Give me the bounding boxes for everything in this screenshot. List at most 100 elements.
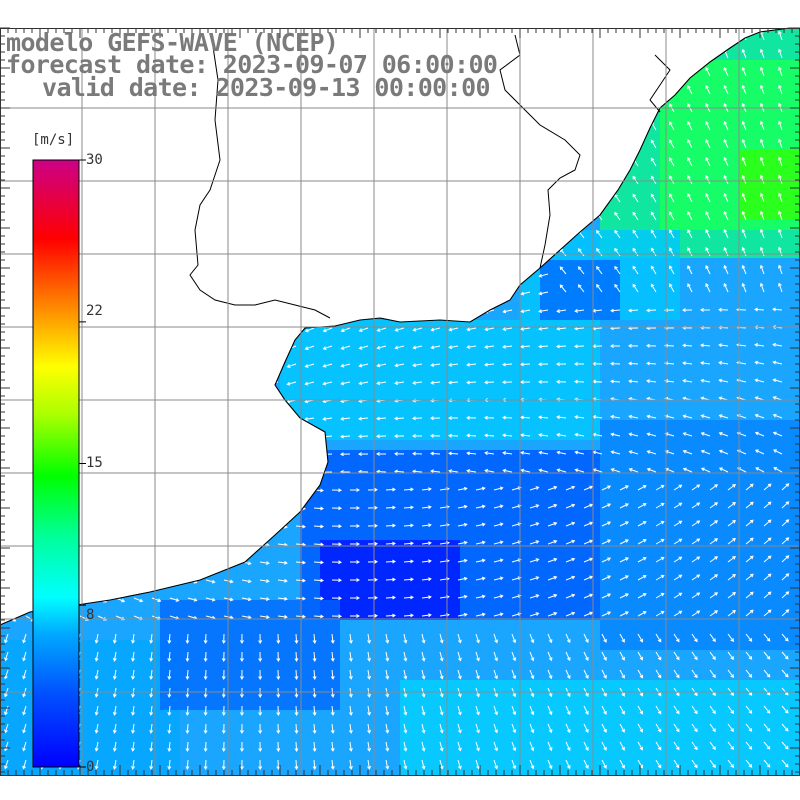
wind-arrow [727, 705, 734, 714]
wind-arrow [632, 193, 639, 203]
wind-arrow [687, 121, 693, 131]
wind-arrow [772, 342, 783, 347]
wind-arrow [745, 741, 753, 750]
forecast-date: forecast date: 2023-09-07 06:00:00 [6, 50, 498, 79]
wind-arrow [520, 344, 531, 349]
wind-arrow [475, 576, 486, 581]
wind-arrow [149, 633, 154, 644]
wind-arrow [221, 669, 226, 680]
wind-arrow [705, 157, 711, 167]
wind-arrow [601, 557, 612, 563]
wind-arrow [687, 193, 693, 203]
wind-arrow [529, 576, 540, 581]
wind-arrow [614, 211, 621, 221]
wind-arrow [628, 432, 639, 437]
wind-arrow [439, 705, 444, 716]
wind-arrow [646, 467, 657, 473]
wind-arrow [687, 211, 693, 221]
wind-arrow [772, 360, 783, 365]
wind-arrow [682, 343, 693, 348]
wind-arrow [502, 468, 513, 473]
wind-arrow [781, 633, 789, 642]
wind-arrow [691, 610, 701, 617]
wind-arrow [650, 157, 657, 167]
wind-arrow [421, 541, 432, 546]
wind-arrow [673, 633, 680, 643]
wind-arrow [457, 759, 462, 770]
wind-arrow [322, 327, 333, 333]
wind-arrow [583, 575, 594, 581]
wind-arrow [167, 759, 172, 770]
wind-arrow [241, 615, 252, 620]
wind-arrow [727, 759, 734, 768]
wind-arrow [312, 705, 317, 716]
wind-arrow [358, 363, 369, 368]
wind-arrow [493, 522, 504, 527]
wind-arrow [367, 595, 378, 600]
wind-arrow [340, 381, 351, 386]
wind-arrow [574, 468, 585, 473]
wind-arrow [538, 273, 549, 278]
wind-arrow [466, 380, 477, 385]
wind-arrow [673, 592, 683, 599]
wind-arrow [781, 669, 789, 678]
wind-arrow [367, 505, 378, 510]
wind-arrow [475, 651, 480, 662]
wind-arrow [637, 611, 647, 617]
wind-arrow [583, 651, 589, 661]
wind-arrow [781, 723, 789, 732]
wind-arrow [745, 573, 754, 581]
wind-arrow [294, 633, 299, 644]
wind-arrow [457, 741, 462, 752]
wind-arrow [203, 669, 208, 680]
wind-arrow [565, 633, 571, 644]
wind-arrow [559, 284, 567, 293]
wind-arrow [331, 614, 342, 619]
wind-arrow [763, 591, 772, 599]
wind-arrow [185, 741, 190, 752]
wind-arrow [457, 669, 462, 680]
wind-arrow [646, 432, 657, 437]
wind-arrow [565, 741, 571, 752]
wind-arrow [682, 378, 693, 383]
wind-arrow [348, 651, 353, 662]
wind-arrow [565, 557, 576, 563]
wind-arrow [350, 524, 361, 528]
wind-arrow [403, 723, 408, 734]
wind-arrow [691, 741, 698, 751]
wind-arrow [167, 741, 172, 752]
wind-arrow [637, 593, 647, 599]
wind-arrow [745, 591, 754, 599]
wind-arrow [709, 484, 719, 491]
wind-arrow [457, 504, 468, 509]
wind-arrow [448, 345, 459, 350]
wind-arrow [484, 433, 495, 438]
wind-arrow [565, 759, 571, 770]
wind-arrow [759, 156, 765, 167]
wind-arrow [583, 593, 594, 599]
wind-arrow [632, 265, 639, 275]
wind-arrow [741, 246, 747, 257]
wind-arrow [565, 723, 571, 734]
wind-arrow [781, 759, 789, 768]
wind-arrow [511, 633, 517, 644]
wind-arrow [705, 283, 711, 293]
wind-arrow [348, 741, 353, 752]
wind-arrow [700, 449, 711, 455]
wind-arrow [778, 174, 783, 185]
wind-arrow [385, 505, 396, 510]
wind-arrow [650, 139, 657, 149]
wind-arrow [741, 138, 747, 149]
wind-arrow [601, 539, 612, 545]
wind-arrow [650, 265, 657, 275]
wind-arrow [304, 345, 315, 351]
wind-arrow [221, 759, 226, 770]
wind-arrow [700, 343, 711, 348]
wind-arrow [403, 523, 414, 528]
wind-arrow [547, 575, 558, 581]
wind-arrow [538, 415, 549, 420]
wind-arrow [239, 651, 244, 662]
wind-arrow [131, 723, 135, 734]
wind-arrow [754, 307, 765, 312]
wind-arrow [112, 759, 117, 770]
